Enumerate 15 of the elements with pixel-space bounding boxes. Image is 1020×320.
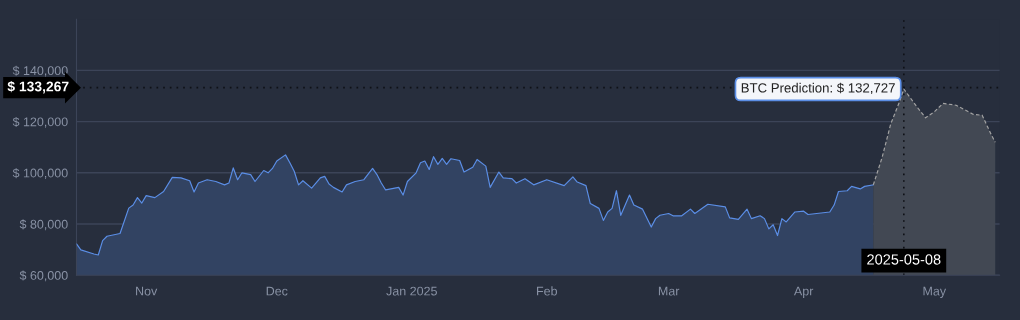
annotation: BTC Prediction: $ 132,727 <box>741 82 895 95</box>
x-tick-label: May <box>923 286 947 298</box>
y-tick-label: $ 80,000 <box>19 219 68 231</box>
y-tick-label: $ 100,000 <box>12 168 68 179</box>
x-tick-label: Mar <box>658 286 680 296</box>
x-tick-label: Jan 2025 <box>386 286 437 296</box>
x-tick-label: Feb <box>537 286 558 296</box>
ref-line-label: 2025-05-08 <box>867 254 941 265</box>
x-tick-label: Nov <box>136 286 158 296</box>
y-tick-label: $ 120,000 <box>12 116 68 128</box>
x-tick-label: Dec <box>266 286 288 296</box>
y-tick-label: $ 60,000 <box>19 270 68 282</box>
y-tick-label: $ 140,000 <box>12 65 68 77</box>
ref-line-label: $ 133,267 <box>7 80 69 94</box>
x-tick-label: Apr <box>793 286 814 298</box>
